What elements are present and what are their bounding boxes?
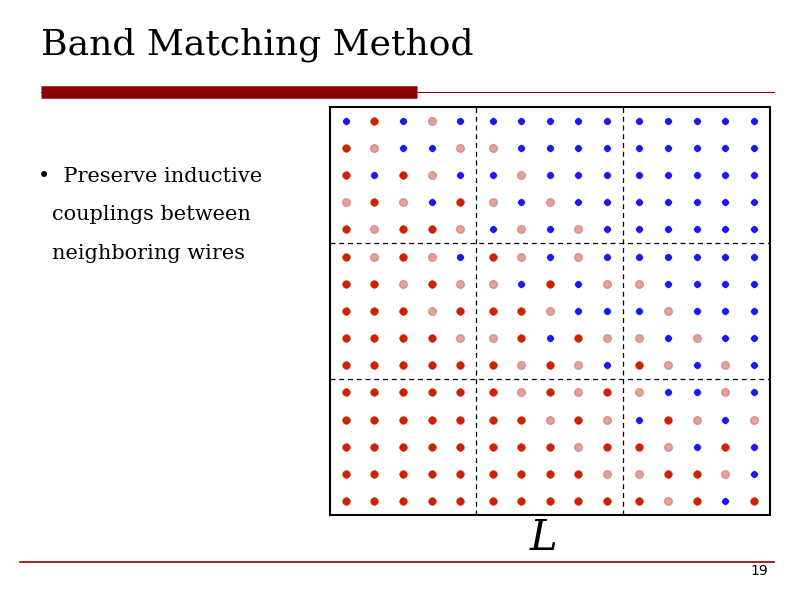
Text: neighboring wires: neighboring wires [52,244,245,263]
Bar [330,107,770,515]
Text: couplings between: couplings between [52,205,250,224]
Text: Band Matching Method: Band Matching Method [41,28,474,62]
Text: 19: 19 [751,564,769,578]
Text: L: L [530,518,557,559]
Text: •  Preserve inductive: • Preserve inductive [38,167,262,186]
